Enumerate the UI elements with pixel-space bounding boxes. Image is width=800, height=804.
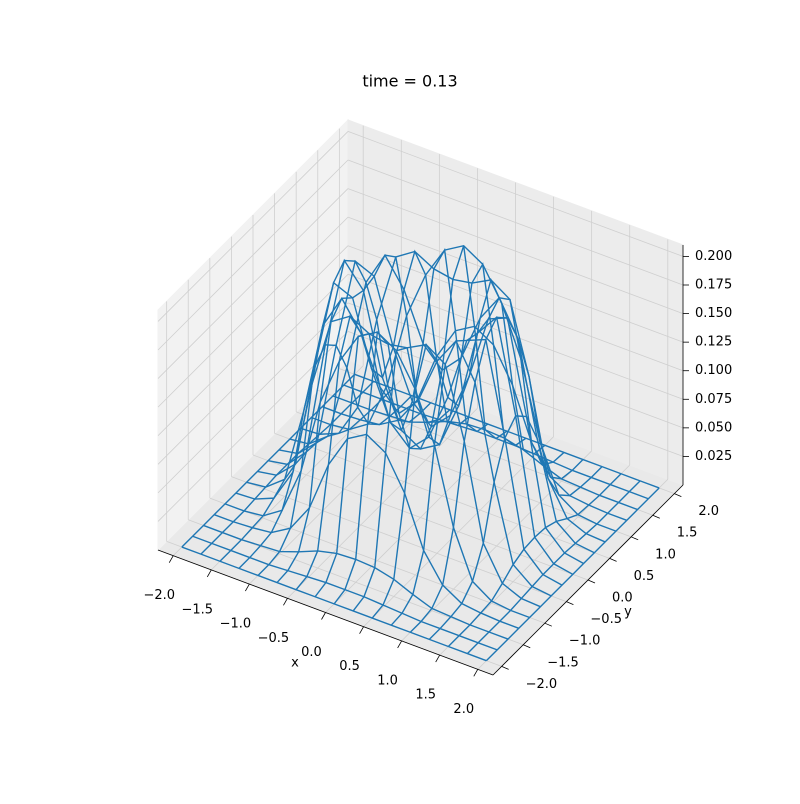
y-tick-label: 0.5 <box>634 569 655 584</box>
x-tick-label: −1.5 <box>182 602 214 617</box>
grid-line <box>347 159 684 286</box>
z-tick-label: 0.075 <box>695 392 732 407</box>
wire-column <box>428 415 603 640</box>
z-tick-label: 0.100 <box>695 363 732 378</box>
wire-column <box>485 487 660 662</box>
y-tick <box>631 536 639 541</box>
z-tick-label: 0.125 <box>695 335 732 350</box>
z-tick-label: 0.150 <box>695 306 732 321</box>
x-tick <box>473 669 479 677</box>
x-tick <box>435 654 441 663</box>
grid-line <box>347 245 684 372</box>
wire-column <box>466 480 641 655</box>
wire-column <box>447 473 622 647</box>
grid-line <box>209 497 545 624</box>
grid-line <box>347 216 684 343</box>
grid-line <box>347 188 684 314</box>
x-tick <box>168 555 174 563</box>
y-tick-label: 1.0 <box>655 547 676 562</box>
x-tick-label: −0.5 <box>258 631 290 646</box>
y-tick <box>609 558 617 562</box>
y-tick-label: −1.0 <box>569 634 601 649</box>
x-tick <box>397 640 402 649</box>
y-tick <box>501 665 509 670</box>
y-axis-line <box>492 484 684 676</box>
y-tick <box>674 493 682 498</box>
grid-line <box>347 131 684 257</box>
grid-line <box>157 131 349 322</box>
wire-column <box>390 297 565 626</box>
x-tick <box>245 583 250 592</box>
grid-line <box>157 216 349 408</box>
y-tick-label: 2.0 <box>698 504 719 519</box>
y-tick <box>523 644 531 649</box>
grid-line <box>157 159 349 351</box>
z-tick-label: 0.025 <box>695 449 732 464</box>
wire-column <box>238 344 413 569</box>
x-tick-label: 1.0 <box>377 673 398 688</box>
y-tick <box>587 579 596 584</box>
wire-column <box>409 316 584 633</box>
x-tick-label: 0.5 <box>339 659 360 674</box>
y-tick <box>652 514 660 519</box>
y-tick-label: −1.5 <box>547 655 579 670</box>
chart-title: time = 0.13 <box>362 72 457 91</box>
x-axis-line <box>157 549 494 676</box>
y-tick-label: 1.5 <box>677 526 698 541</box>
x-tick <box>321 612 326 620</box>
x-axis-label: x <box>291 656 299 671</box>
x-tick-label: 0.0 <box>301 645 322 660</box>
wire-column <box>181 373 356 548</box>
x-tick <box>283 598 288 606</box>
x-tick-label: −1.0 <box>220 617 252 632</box>
x-tick-label: 2.0 <box>453 702 474 717</box>
grid-line <box>347 273 684 400</box>
y-axis-label: y <box>624 605 632 620</box>
x-tick <box>359 626 364 634</box>
y-tick <box>566 601 574 605</box>
wire-column <box>352 262 527 612</box>
y-tick <box>544 622 552 627</box>
x-tick <box>206 569 212 578</box>
grid-line <box>157 274 349 465</box>
x-tick-label: −2.0 <box>143 588 175 603</box>
wire-column <box>371 277 546 619</box>
y-tick-label: 0.0 <box>612 591 633 606</box>
x-tick-label: 1.5 <box>415 688 436 703</box>
y-tick-label: −2.0 <box>526 677 558 692</box>
grid-line <box>157 188 349 379</box>
wire-column <box>333 245 508 605</box>
z-tick-label: 0.175 <box>695 278 732 293</box>
y-tick-label: −0.5 <box>590 612 622 627</box>
grid-line <box>157 245 349 436</box>
wire-column <box>314 247 489 598</box>
wire-column <box>276 254 451 584</box>
grid-line <box>157 302 349 494</box>
wire-column <box>200 380 375 555</box>
z-tick-label: 0.200 <box>695 249 732 264</box>
z-tick-label: 0.050 <box>695 420 732 435</box>
